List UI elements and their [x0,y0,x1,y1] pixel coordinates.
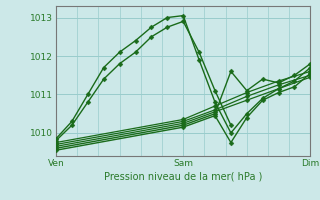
X-axis label: Pression niveau de la mer( hPa ): Pression niveau de la mer( hPa ) [104,172,262,182]
